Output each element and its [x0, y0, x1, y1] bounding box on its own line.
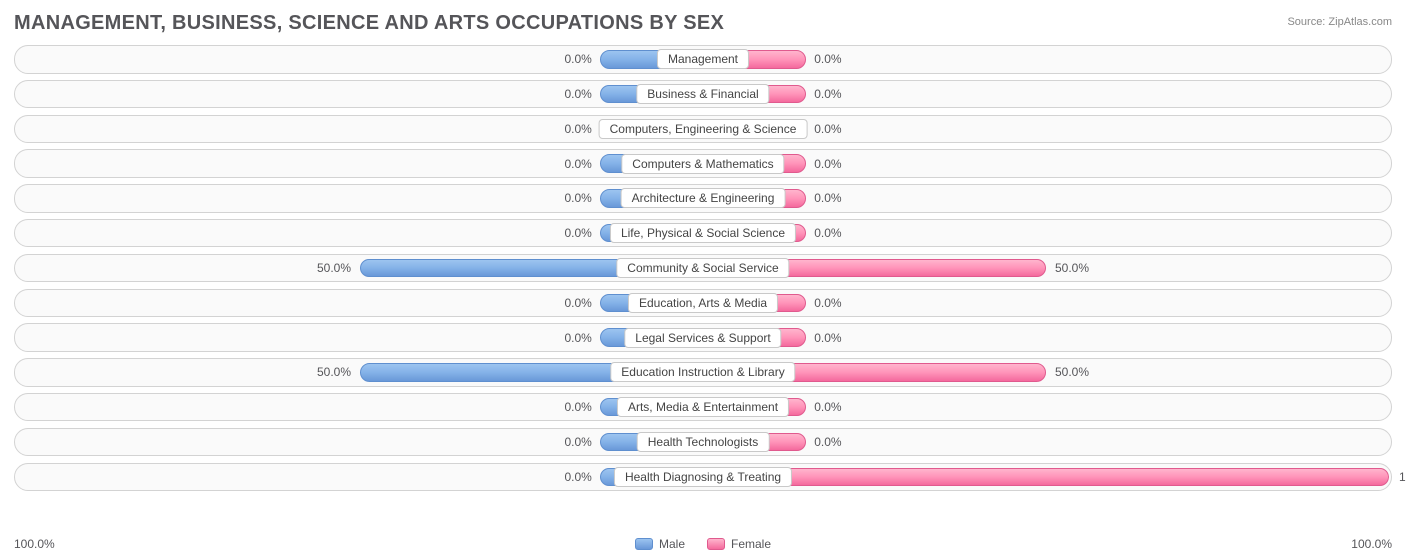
male-value-label: 0.0%	[564, 400, 591, 414]
male-value-label: 0.0%	[564, 296, 591, 310]
chart-row: Computers & Mathematics 0.0% 0.0%	[14, 149, 1392, 178]
male-value-label: 50.0%	[317, 365, 351, 379]
male-value-label: 0.0%	[564, 435, 591, 449]
female-value-label: 0.0%	[814, 122, 841, 136]
chart-container: MANAGEMENT, BUSINESS, SCIENCE AND ARTS O…	[0, 0, 1406, 559]
male-value-label: 0.0%	[564, 470, 591, 484]
male-value-label: 0.0%	[564, 122, 591, 136]
chart-row: Education, Arts & Media 0.0% 0.0%	[14, 289, 1392, 318]
male-value-label: 0.0%	[564, 191, 591, 205]
chart-row: Education Instruction & Library 50.0% 50.0…	[14, 358, 1392, 387]
chart-row: Business & Financial 0.0% 0.0%	[14, 80, 1392, 109]
chart-row: Health Diagnosing & Treating0.0%100.0%	[14, 463, 1392, 492]
female-value-label: 50.0%	[1055, 261, 1089, 275]
category-label: Life, Physical & Social Science	[610, 223, 796, 243]
chart-title: MANAGEMENT, BUSINESS, SCIENCE AND ARTS O…	[14, 12, 724, 35]
axis-right-label: 100.0%	[1351, 537, 1392, 551]
male-value-label: 0.0%	[564, 52, 591, 66]
male-value-label: 0.0%	[564, 157, 591, 171]
female-value-label: 0.0%	[814, 191, 841, 205]
chart-row: Architecture & Engineering 0.0% 0.0%	[14, 184, 1392, 213]
male-value-label: 50.0%	[317, 261, 351, 275]
chart-footer: 100.0% Male Female 100.0%	[14, 537, 1392, 551]
legend-label-female: Female	[731, 537, 771, 551]
category-label: Health Technologists	[637, 432, 770, 452]
female-value-label: 0.0%	[814, 331, 841, 345]
female-value-label: 0.0%	[814, 52, 841, 66]
female-bar	[703, 468, 1389, 487]
chart-row: Health Technologists 0.0% 0.0%	[14, 428, 1392, 457]
legend-swatch-female	[707, 538, 725, 550]
female-value-label: 0.0%	[814, 400, 841, 414]
category-label: Computers & Mathematics	[621, 154, 784, 174]
female-value-label: 0.0%	[814, 87, 841, 101]
male-value-label: 0.0%	[564, 331, 591, 345]
category-label: Education Instruction & Library	[610, 362, 795, 382]
chart-header: MANAGEMENT, BUSINESS, SCIENCE AND ARTS O…	[14, 12, 1392, 35]
category-label: Architecture & Engineering	[621, 188, 786, 208]
female-value-label: 0.0%	[814, 296, 841, 310]
female-value-label: 0.0%	[814, 157, 841, 171]
chart-row: Community & Social Service 50.0% 50.0%	[14, 254, 1392, 283]
female-value-label: 0.0%	[814, 435, 841, 449]
male-value-label: 0.0%	[564, 226, 591, 240]
female-value-label: 50.0%	[1055, 365, 1089, 379]
category-label: Business & Financial	[636, 84, 769, 104]
chart-row: Legal Services & Support 0.0% 0.0%	[14, 323, 1392, 352]
category-label: Health Diagnosing & Treating	[614, 467, 792, 487]
chart-row: Management 0.0% 0.0%	[14, 45, 1392, 74]
legend: Male Female	[635, 537, 771, 551]
category-label: Community & Social Service	[616, 258, 789, 278]
chart-row: Arts, Media & Entertainment 0.0% 0.0%	[14, 393, 1392, 422]
category-label: Education, Arts & Media	[628, 293, 778, 313]
category-label: Legal Services & Support	[624, 328, 781, 348]
female-value-label: 100.0%	[1399, 470, 1406, 484]
female-value-label: 0.0%	[814, 226, 841, 240]
chart-source: Source: ZipAtlas.com	[1287, 12, 1392, 28]
category-label: Computers, Engineering & Science	[599, 119, 808, 139]
male-value-label: 0.0%	[564, 87, 591, 101]
chart-row: Computers, Engineering & Science 0.0% 0.0%	[14, 115, 1392, 144]
legend-item-male: Male	[635, 537, 685, 551]
chart-row: Life, Physical & Social Science 0.0% 0.0%	[14, 219, 1392, 248]
category-label: Management	[657, 49, 749, 69]
category-label: Arts, Media & Entertainment	[617, 397, 789, 417]
legend-label-male: Male	[659, 537, 685, 551]
axis-left-label: 100.0%	[14, 537, 55, 551]
legend-swatch-male	[635, 538, 653, 550]
bars-area: Management 0.0% 0.0% Business & Financial 0.…	[14, 45, 1392, 531]
legend-item-female: Female	[707, 537, 771, 551]
